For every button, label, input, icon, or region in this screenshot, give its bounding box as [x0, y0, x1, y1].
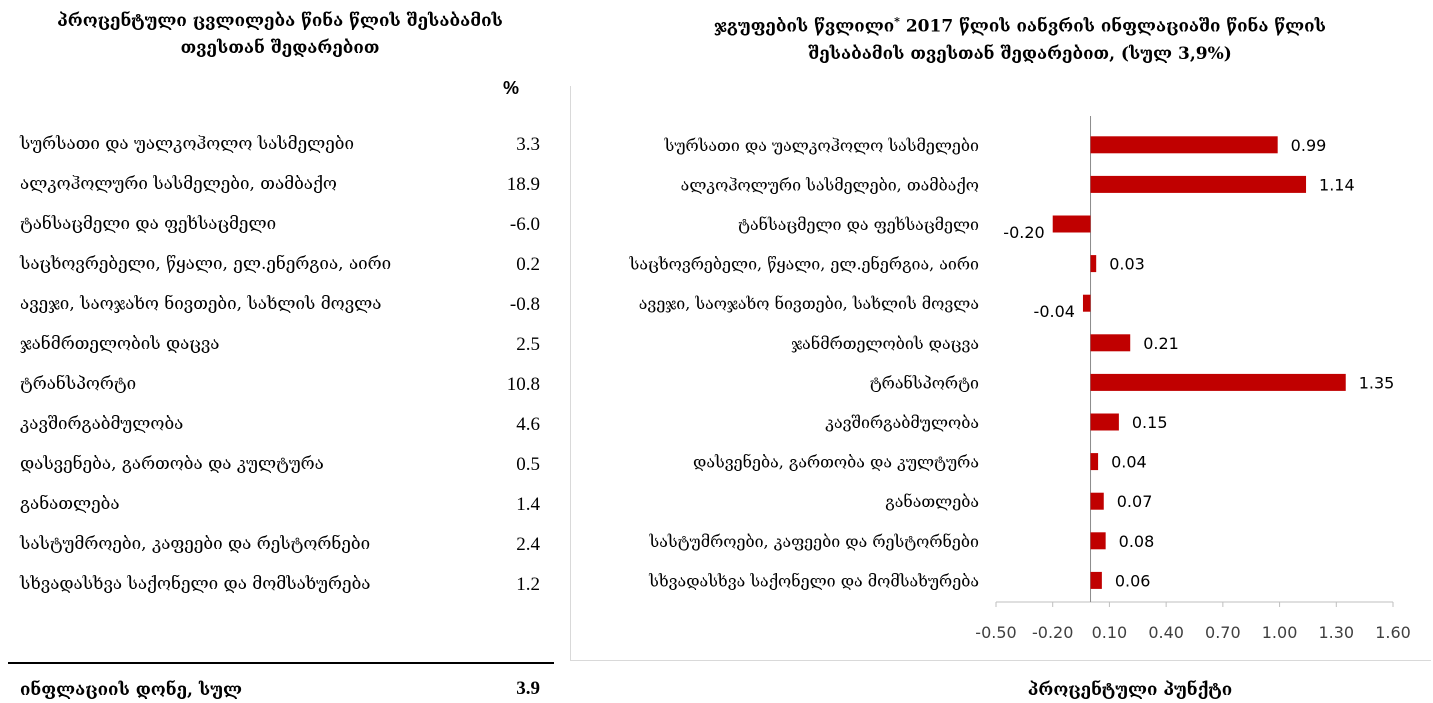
- category-label: სასტუმროები, კაფეები და რესტორნები: [649, 532, 980, 551]
- row-value: 1.4: [516, 494, 540, 515]
- chart-title-part: ჯგუფების წვლილი: [714, 16, 895, 37]
- row-value: 2.4: [516, 534, 540, 555]
- row-value: 0.2: [516, 254, 540, 275]
- row-label: სხვადასხვა საქონელი და მომსახურება: [20, 574, 371, 594]
- row-label: კავშირგაბმულობა: [20, 414, 184, 434]
- row-label: საცხოვრებელი, წყალი, ელ.ენერგია, აირი: [20, 254, 392, 274]
- row-label: განათლება: [20, 494, 120, 514]
- table-row: საცხოვრებელი, წყალი, ელ.ენერგია, აირი 0.2: [20, 246, 540, 286]
- bar: [1090, 175, 1307, 193]
- category-label: სურსათი და უალკოჰოლო სასმელები: [664, 136, 979, 155]
- unit-label: %: [502, 78, 519, 98]
- table-row: კავშირგაბმულობა 4.6: [20, 406, 540, 446]
- row-value: 0.5: [516, 454, 540, 475]
- row-label: სურსათი და უალკოჰოლო სასმელები: [20, 134, 355, 154]
- row-value: 10.8: [506, 374, 540, 395]
- table-row: დასვენება, გართობა და კულტურა 0.5: [20, 446, 540, 486]
- category-label: კავშირგაბმულობა: [825, 413, 979, 432]
- bar: [1082, 294, 1091, 312]
- table-row: ტანსაცმელი და ფეხსაცმელი -6.0: [20, 206, 540, 246]
- category-label: სხვადასხვა საქონელი და მომსახურება: [648, 571, 979, 590]
- x-tick-label: 0.40: [1148, 623, 1184, 642]
- table-row: სასტუმროები, კაფეები და რესტორნები 2.4: [20, 526, 540, 566]
- bar: [1090, 492, 1104, 510]
- table-row: სხვადასხვა საქონელი და მომსახურება 1.2: [20, 566, 540, 606]
- x-tick-label: -0.20: [1032, 623, 1073, 642]
- bar: [1090, 532, 1106, 550]
- data-label: -0.04: [1034, 302, 1075, 321]
- row-value: 2.5: [516, 334, 540, 355]
- row-value: 3.3: [516, 134, 540, 155]
- category-label: ჯანმრთელობის დაცვა: [791, 334, 979, 353]
- category-label: ავეჯი, საოჯახო ნივთები, სახლის მოვლა: [639, 294, 979, 313]
- category-label: საცხოვრებელი, წყალი, ელ.ენერგია, აირი: [629, 255, 979, 274]
- table-row: ჯანმრთელობის დაცვა 2.5: [20, 326, 540, 366]
- row-label: სასტუმროები, კაფეები და რესტორნები: [20, 534, 371, 554]
- x-tick-label: 1.00: [1262, 623, 1298, 642]
- category-label: ალკოჰოლური სასმელები, თამბაქო: [681, 175, 979, 194]
- data-label: -0.20: [1003, 223, 1044, 242]
- footnote-mark: *: [894, 15, 900, 28]
- data-label: 1.35: [1359, 373, 1395, 392]
- data-label: 0.08: [1119, 532, 1155, 551]
- bar: [1090, 334, 1131, 352]
- chart-title-part: 2017 წლის იანვრის ინფლაციაში წინა წლის: [899, 16, 1326, 37]
- data-label: 0.04: [1111, 453, 1147, 472]
- table-title: პროცენტული ცვლილება წინა წლის შესაბამის …: [20, 8, 540, 62]
- table-row: სურსათი და უალკოჰოლო სასმელები 3.3: [20, 126, 540, 166]
- row-label: ავეჯი, საოჯახო ნივთები, სახლის მოვლა: [20, 294, 382, 314]
- table-row: ტრანსპორტი 10.8: [20, 366, 540, 406]
- data-label: 0.03: [1109, 255, 1145, 274]
- bar: [1090, 373, 1346, 391]
- x-axis-title: პროცენტული პუნქტი: [1027, 680, 1233, 700]
- table-row: განათლება 1.4: [20, 486, 540, 526]
- x-tick-label: -0.50: [975, 623, 1016, 642]
- row-label: დასვენება, გართობა და კულტურა: [20, 454, 324, 474]
- x-tick-label: 1.60: [1375, 623, 1411, 642]
- row-label: ჯანმრთელობის დაცვა: [20, 334, 220, 354]
- x-tick-label: 0.70: [1205, 623, 1241, 642]
- total-divider: [8, 662, 554, 664]
- bar: [1052, 215, 1091, 233]
- table-title-line1: პროცენტული ცვლილება წინა წლის შესაბამის: [57, 11, 503, 31]
- data-label: 1.14: [1319, 175, 1355, 194]
- row-value: -0.8: [509, 294, 540, 315]
- row-value: 1.2: [516, 574, 540, 595]
- bar-chart: -0.50 -0.20 0.10 0.40 0.70 1.00 1.30 1.60 სურსათ…: [629, 116, 1411, 642]
- data-label: 0.21: [1143, 334, 1179, 353]
- bar: [1090, 413, 1119, 431]
- chart-title-line2: შესაბამის თვესთან შედარებით, (სულ 3,9%): [808, 43, 1232, 64]
- data-label: 0.15: [1132, 413, 1168, 432]
- chart-title: ჯგუფების წვლილი* 2017 წლის იანვრის ინფლა…: [640, 8, 1400, 68]
- row-label: ტანსაცმელი და ფეხსაცმელი: [20, 214, 277, 234]
- row-label: ტრანსპორტი: [20, 374, 137, 394]
- category-label: ტრანსპორტი: [870, 373, 979, 392]
- data-label: 0.06: [1115, 571, 1151, 590]
- table-row: ალკოჰოლური სასმელები, თამბაქო 18.9: [20, 166, 540, 206]
- total-label: ინფლაციის დონე, სულ: [20, 680, 243, 700]
- row-value: -6.0: [509, 214, 540, 235]
- bar: [1090, 255, 1097, 273]
- bar: [1090, 571, 1102, 589]
- bar: [1090, 453, 1099, 471]
- total-value: 3.9: [516, 678, 540, 699]
- chart-area: -0.50 -0.20 0.10 0.40 0.70 1.00 1.30 1.60 სურსათ…: [570, 86, 1431, 661]
- category-label: დასვენება, გართობა და კულტურა: [693, 453, 979, 472]
- data-label: 0.99: [1291, 136, 1327, 155]
- row-value: 4.6: [516, 414, 540, 435]
- category-label: ტანსაცმელი და ფეხსაცმელი: [738, 215, 979, 234]
- bar: [1090, 136, 1278, 154]
- table-title-line2: თვესთან შედარებით: [180, 38, 380, 58]
- row-value: 18.9: [506, 174, 540, 195]
- table-row: ავეჯი, საოჯახო ნივთები, სახლის მოვლა -0.8: [20, 286, 540, 326]
- x-tick-label: 1.30: [1318, 623, 1354, 642]
- row-label: ალკოჰოლური სასმელები, თამბაქო: [20, 174, 337, 194]
- x-tick-label: 0.10: [1092, 623, 1128, 642]
- category-table: სურსათი და უალკოჰოლო სასმელები 3.3 ალკოჰო…: [20, 126, 540, 606]
- category-label: განათლება: [885, 492, 979, 511]
- chart-title-line1: ჯგუფების წვლილი* 2017 წლის იანვრის ინფლა…: [640, 8, 1400, 41]
- data-label: 0.07: [1117, 492, 1153, 511]
